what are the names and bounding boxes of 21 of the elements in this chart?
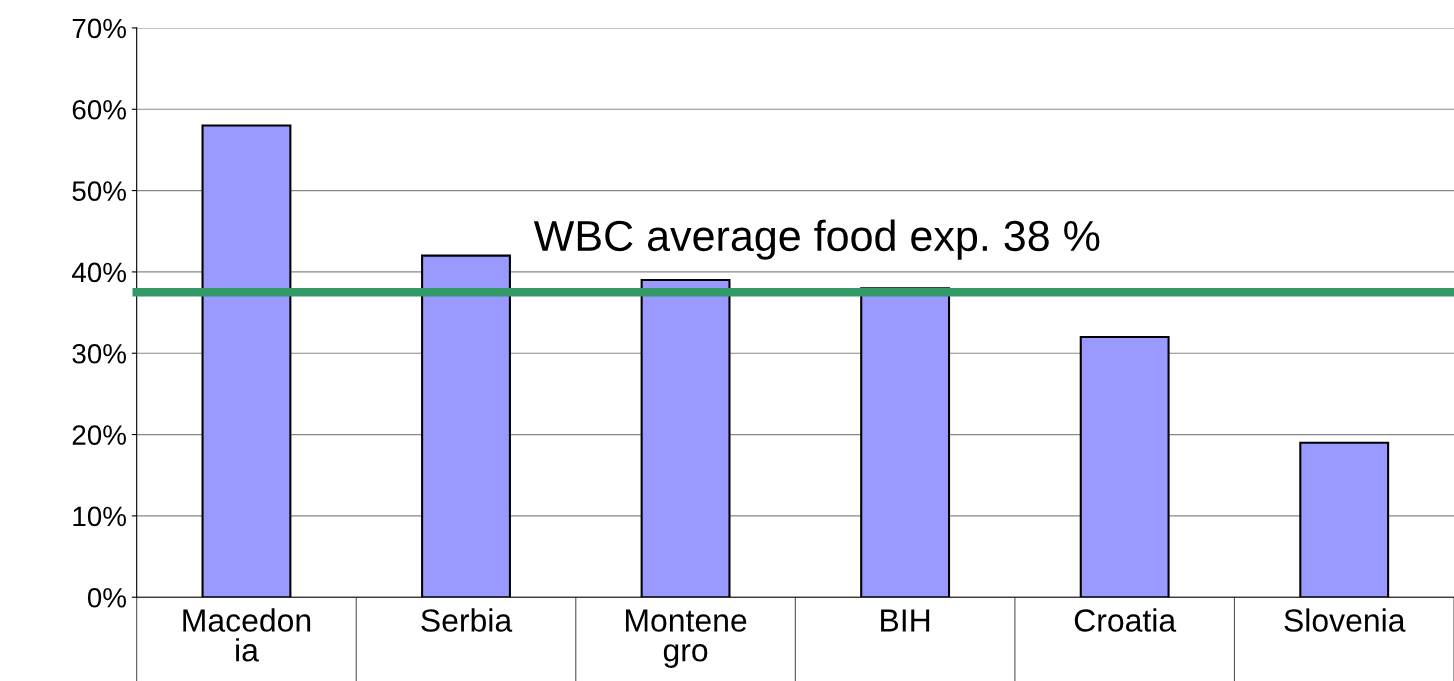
x-tick-label: Slovenia: [1284, 608, 1406, 632]
bar: [640, 279, 731, 598]
y-tick-label: 10%: [73, 506, 126, 527]
ref-line-label: WBC average food exp. 38 %: [533, 219, 1100, 260]
y-tick-label: 20%: [72, 425, 126, 445]
bar: [860, 287, 951, 598]
bar: [421, 254, 511, 598]
bar: [1299, 441, 1390, 598]
x-tick-label: BIH: [881, 609, 930, 632]
y-tick-label: 30%: [72, 343, 126, 364]
x-tick-label: Montene gro: [626, 609, 747, 668]
y-tick-label: 70%: [72, 18, 126, 39]
y-tick-label: 60%: [72, 99, 126, 120]
x-tick-label: Croatia: [1074, 608, 1177, 632]
y-tick-label: 0%: [87, 587, 126, 608]
bar: [201, 124, 292, 598]
y-tick-label: 40%: [72, 262, 126, 283]
bar: [1079, 335, 1170, 598]
x-tick-label: Serbia: [421, 608, 513, 632]
y-tick-label: 50%: [72, 181, 126, 201]
x-tick-label: Macedon ia: [183, 608, 311, 662]
